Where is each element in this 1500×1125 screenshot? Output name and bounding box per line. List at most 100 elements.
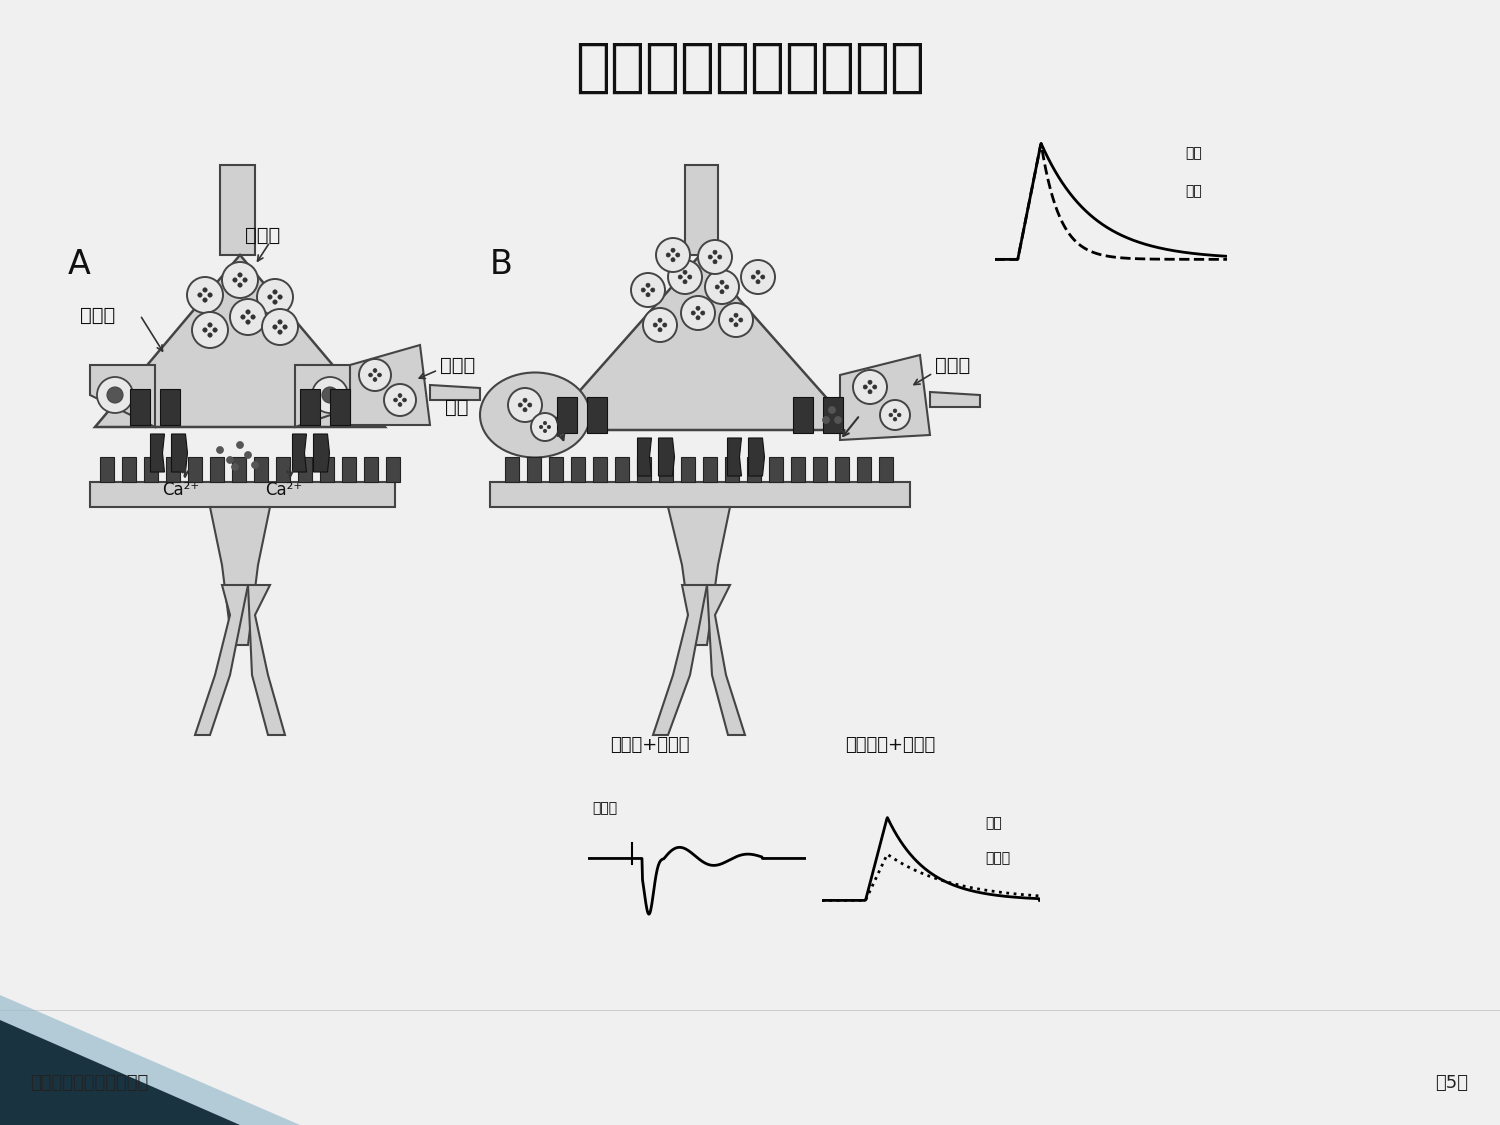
Polygon shape: [544, 255, 855, 430]
Polygon shape: [658, 457, 674, 482]
Circle shape: [378, 374, 381, 377]
Circle shape: [873, 385, 877, 389]
Text: Ca²⁺: Ca²⁺: [266, 482, 302, 500]
Polygon shape: [836, 457, 849, 482]
Circle shape: [106, 387, 123, 403]
Polygon shape: [248, 585, 285, 735]
Circle shape: [716, 285, 720, 289]
Circle shape: [880, 400, 910, 430]
Circle shape: [712, 260, 717, 263]
Polygon shape: [296, 364, 360, 428]
Text: 脑啡肽: 脑啡肽: [592, 802, 618, 816]
Circle shape: [892, 417, 897, 421]
Circle shape: [752, 274, 756, 279]
Polygon shape: [0, 1020, 240, 1125]
Polygon shape: [572, 457, 585, 482]
Polygon shape: [254, 457, 268, 482]
Circle shape: [675, 253, 680, 256]
Polygon shape: [94, 255, 386, 428]
Text: B: B: [490, 249, 513, 281]
Polygon shape: [549, 457, 562, 482]
Circle shape: [278, 330, 282, 334]
Polygon shape: [150, 434, 165, 472]
Circle shape: [756, 280, 760, 284]
Polygon shape: [790, 457, 806, 482]
Circle shape: [246, 309, 250, 314]
Polygon shape: [130, 389, 150, 425]
Circle shape: [284, 325, 286, 330]
Circle shape: [231, 464, 238, 470]
Circle shape: [312, 377, 348, 413]
Polygon shape: [704, 457, 717, 482]
Circle shape: [226, 457, 234, 464]
Polygon shape: [350, 345, 430, 425]
Polygon shape: [706, 585, 746, 735]
Circle shape: [202, 298, 207, 303]
Circle shape: [369, 374, 372, 377]
Text: 吗啡: 吗啡: [446, 397, 468, 416]
Polygon shape: [232, 457, 246, 482]
Polygon shape: [658, 438, 675, 476]
Polygon shape: [220, 165, 255, 255]
Circle shape: [374, 369, 376, 372]
Circle shape: [209, 292, 212, 297]
Text: A: A: [68, 249, 92, 281]
Circle shape: [670, 258, 675, 262]
Polygon shape: [122, 457, 136, 482]
Polygon shape: [824, 397, 843, 433]
Polygon shape: [188, 457, 202, 482]
Circle shape: [252, 461, 258, 468]
Text: 第5页: 第5页: [1436, 1074, 1468, 1092]
Circle shape: [862, 385, 867, 389]
Polygon shape: [930, 392, 980, 407]
Circle shape: [724, 285, 729, 289]
Circle shape: [398, 394, 402, 397]
Circle shape: [358, 359, 392, 391]
Text: 脑啡肽: 脑啡肽: [440, 356, 476, 375]
Polygon shape: [652, 585, 706, 735]
Circle shape: [663, 323, 668, 327]
Circle shape: [246, 319, 250, 324]
Circle shape: [232, 278, 237, 282]
Polygon shape: [100, 457, 114, 482]
Polygon shape: [490, 482, 910, 507]
Circle shape: [666, 253, 670, 256]
Circle shape: [251, 315, 255, 320]
Circle shape: [658, 327, 662, 332]
Circle shape: [237, 441, 243, 449]
Circle shape: [868, 389, 871, 394]
Circle shape: [188, 277, 224, 313]
Polygon shape: [506, 457, 519, 482]
Text: 无输入+阿片类: 无输入+阿片类: [610, 736, 690, 754]
Circle shape: [698, 240, 732, 274]
Circle shape: [656, 238, 690, 272]
Circle shape: [262, 309, 298, 345]
Circle shape: [705, 270, 740, 304]
Polygon shape: [840, 356, 930, 440]
Circle shape: [242, 315, 244, 320]
Circle shape: [692, 310, 696, 315]
Circle shape: [202, 327, 207, 332]
Circle shape: [509, 388, 542, 422]
Circle shape: [890, 413, 892, 416]
Circle shape: [708, 255, 712, 259]
Polygon shape: [171, 434, 188, 472]
Polygon shape: [794, 397, 813, 433]
Polygon shape: [681, 457, 694, 482]
Circle shape: [681, 296, 716, 330]
Circle shape: [192, 312, 228, 348]
Polygon shape: [386, 457, 400, 482]
Circle shape: [646, 292, 650, 297]
Circle shape: [756, 270, 760, 274]
Polygon shape: [314, 434, 330, 472]
Circle shape: [822, 416, 830, 423]
Circle shape: [717, 255, 722, 259]
Circle shape: [543, 430, 546, 433]
Circle shape: [244, 451, 252, 459]
Polygon shape: [210, 457, 224, 482]
Circle shape: [278, 319, 282, 324]
Circle shape: [632, 273, 664, 307]
Circle shape: [696, 306, 700, 310]
Circle shape: [273, 290, 278, 294]
Circle shape: [528, 403, 532, 407]
